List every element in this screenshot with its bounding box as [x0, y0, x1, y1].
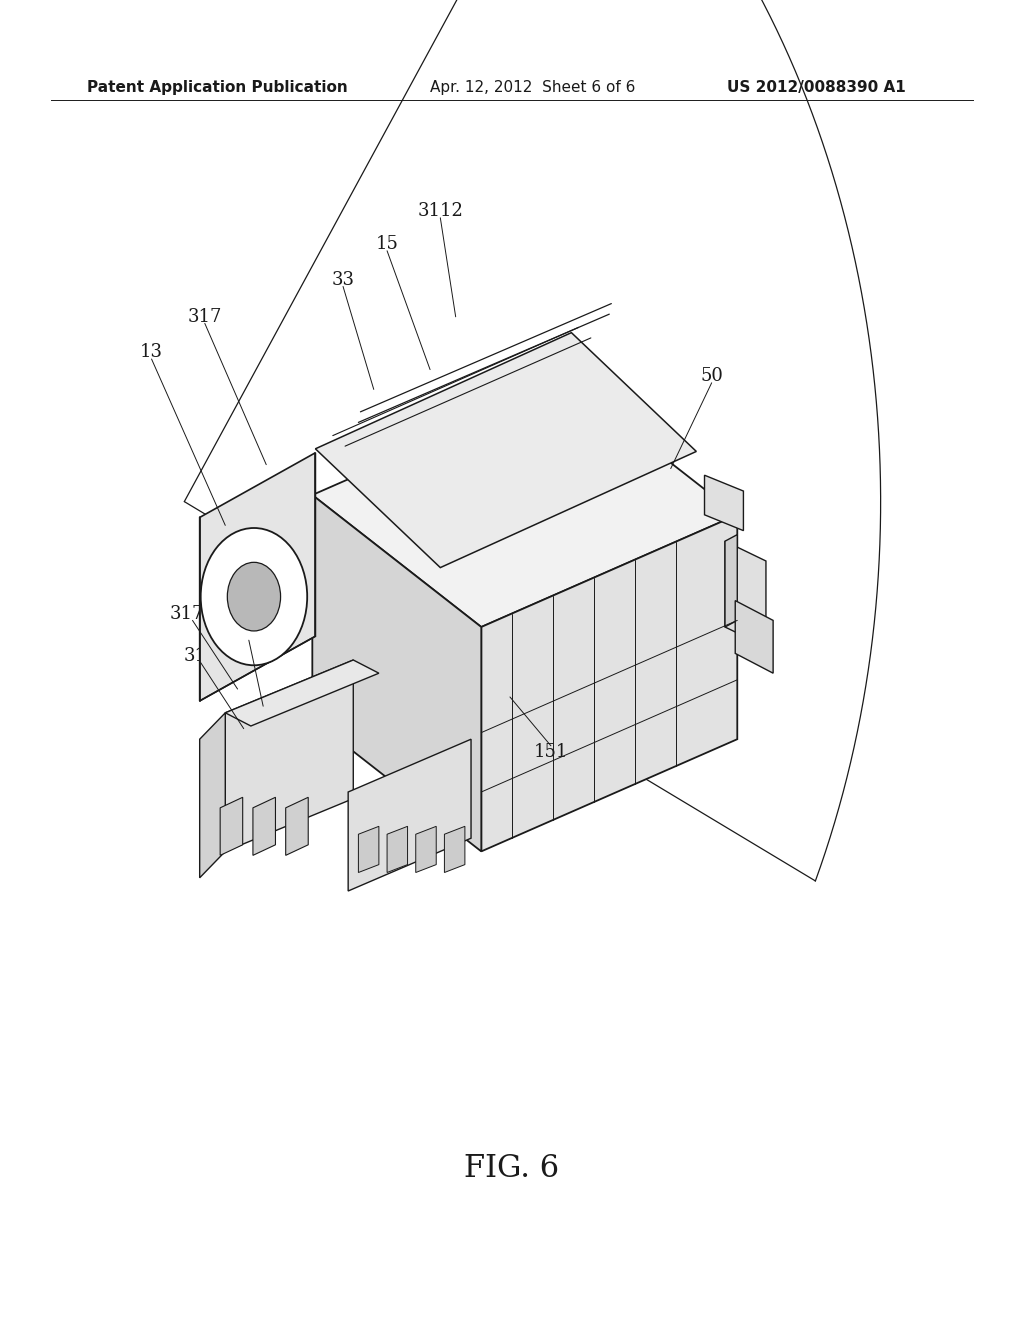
Text: 33: 33 — [332, 271, 354, 289]
Text: 3171: 3171 — [170, 605, 215, 623]
Polygon shape — [416, 826, 436, 873]
Circle shape — [227, 562, 281, 631]
Polygon shape — [253, 797, 275, 855]
Polygon shape — [315, 333, 696, 568]
Polygon shape — [286, 797, 308, 855]
Text: 50: 50 — [700, 367, 723, 385]
Polygon shape — [735, 601, 773, 673]
Circle shape — [201, 528, 307, 665]
Text: 315: 315 — [183, 647, 218, 665]
Polygon shape — [725, 541, 766, 647]
Polygon shape — [358, 826, 379, 873]
Polygon shape — [348, 739, 471, 891]
Polygon shape — [200, 453, 315, 701]
Text: 317: 317 — [187, 308, 222, 326]
Text: 15: 15 — [376, 235, 398, 253]
Text: 17: 17 — [238, 624, 260, 643]
Text: 13: 13 — [140, 343, 163, 362]
Text: US 2012/0088390 A1: US 2012/0088390 A1 — [727, 79, 906, 95]
Polygon shape — [387, 826, 408, 873]
Polygon shape — [481, 515, 737, 851]
Polygon shape — [705, 475, 743, 531]
Polygon shape — [220, 797, 243, 855]
Polygon shape — [225, 660, 353, 851]
Polygon shape — [200, 713, 225, 878]
Polygon shape — [725, 535, 737, 627]
Text: Apr. 12, 2012  Sheet 6 of 6: Apr. 12, 2012 Sheet 6 of 6 — [430, 79, 636, 95]
Polygon shape — [444, 826, 465, 873]
Text: 151: 151 — [534, 743, 568, 762]
Polygon shape — [312, 383, 737, 627]
Text: Patent Application Publication: Patent Application Publication — [87, 79, 348, 95]
Polygon shape — [312, 495, 481, 851]
Text: 3112: 3112 — [418, 202, 463, 220]
Polygon shape — [225, 660, 379, 726]
Text: FIG. 6: FIG. 6 — [465, 1152, 559, 1184]
